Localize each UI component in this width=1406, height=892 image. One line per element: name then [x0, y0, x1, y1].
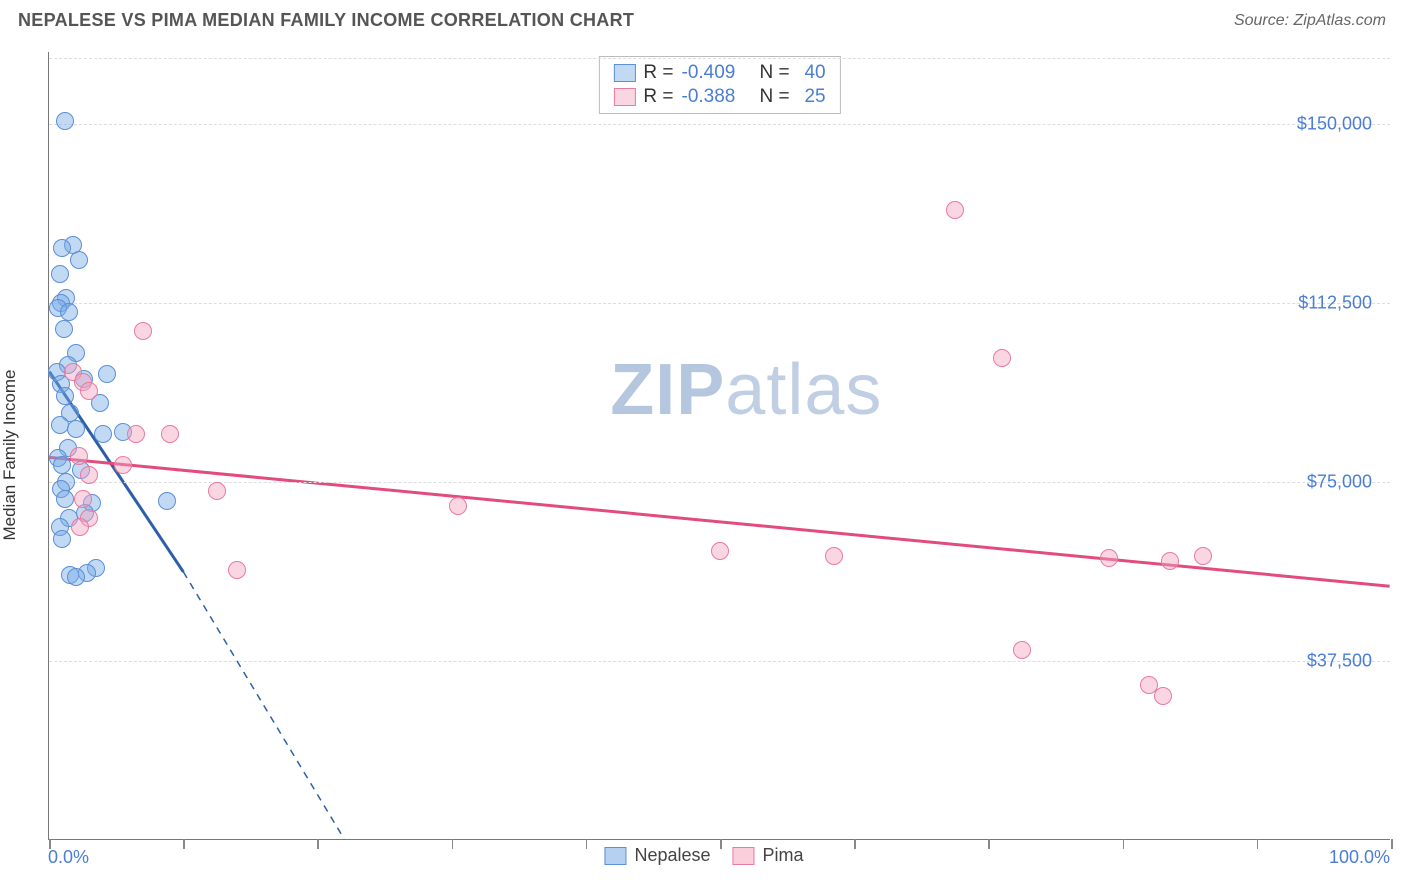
data-point — [946, 201, 964, 219]
y-tick-label: $112,500 — [1298, 292, 1372, 313]
watermark: ZIPatlas — [610, 349, 882, 431]
x-axis-min-label: 0.0% — [48, 847, 89, 868]
data-point — [56, 112, 74, 130]
x-tick — [854, 839, 856, 849]
x-axis-max-label: 100.0% — [1329, 847, 1390, 868]
data-point — [67, 420, 85, 438]
trend-lines — [49, 52, 1390, 839]
data-point — [1013, 641, 1031, 659]
r-label: R = — [643, 62, 673, 84]
r-value: -0.409 — [682, 62, 744, 84]
stats-legend: R = -0.409 N = 40 R = -0.388 N = 25 — [598, 56, 840, 114]
data-point — [228, 561, 246, 579]
gridline — [49, 303, 1390, 304]
data-point — [94, 425, 112, 443]
legend-item: Nepalese — [604, 845, 710, 866]
legend-swatch — [604, 847, 626, 865]
legend-swatch — [733, 847, 755, 865]
gridline — [49, 482, 1390, 483]
chart-source: Source: ZipAtlas.com — [1234, 12, 1386, 30]
n-label: N = — [760, 86, 790, 108]
data-point — [127, 425, 145, 443]
legend-swatch — [613, 64, 635, 82]
data-point — [80, 382, 98, 400]
gridline — [49, 58, 1390, 59]
data-point — [80, 466, 98, 484]
chart-title: NEPALESE VS PIMA MEDIAN FAMILY INCOME CO… — [18, 10, 634, 31]
data-point — [70, 251, 88, 269]
data-point — [1161, 552, 1179, 570]
x-tick — [452, 839, 454, 849]
x-tick — [988, 839, 990, 849]
data-point — [1100, 549, 1118, 567]
series-legend: Nepalese Pima — [604, 845, 803, 866]
data-point — [53, 530, 71, 548]
data-point — [70, 447, 88, 465]
chart-area: Median Family Income ZIPatlas R =-0.409N… — [18, 44, 1390, 866]
stats-row: R = -0.409 N = 40 — [599, 61, 839, 85]
data-point — [56, 387, 74, 405]
y-axis-label: Median Family Income — [0, 369, 20, 540]
data-point — [55, 320, 73, 338]
y-tick-label: $37,500 — [1307, 650, 1372, 671]
data-point — [67, 568, 85, 586]
legend-swatch — [613, 88, 635, 106]
data-point — [53, 239, 71, 257]
data-point — [51, 265, 69, 283]
gridline — [49, 124, 1390, 125]
x-tick — [183, 839, 185, 849]
legend-label: Nepalese — [634, 845, 710, 866]
x-tick — [586, 839, 588, 849]
data-point — [208, 482, 226, 500]
y-tick-label: $150,000 — [1297, 113, 1372, 134]
data-point — [1194, 547, 1212, 565]
legend-item: Pima — [733, 845, 804, 866]
data-point — [134, 322, 152, 340]
data-point — [60, 303, 78, 321]
data-point — [158, 492, 176, 510]
data-point — [161, 425, 179, 443]
x-tick — [317, 839, 319, 849]
x-tick — [1123, 839, 1125, 849]
x-tick — [1391, 839, 1393, 849]
y-tick-label: $75,000 — [1307, 471, 1372, 492]
data-point — [53, 456, 71, 474]
data-point — [449, 497, 467, 515]
data-point — [993, 349, 1011, 367]
data-point — [825, 547, 843, 565]
data-point — [1154, 687, 1172, 705]
data-point — [98, 365, 116, 383]
n-label: N = — [760, 62, 790, 84]
data-point — [711, 542, 729, 560]
r-label: R = — [643, 86, 673, 108]
gridline — [49, 661, 1390, 662]
stats-row: R = -0.388 N = 25 — [599, 85, 839, 109]
data-point — [71, 518, 89, 536]
data-point — [74, 490, 92, 508]
x-tick — [1257, 839, 1259, 849]
data-point — [56, 490, 74, 508]
n-value: 25 — [798, 86, 826, 108]
legend-label: Pima — [763, 845, 804, 866]
r-value: -0.388 — [682, 86, 744, 108]
n-value: 40 — [798, 62, 826, 84]
plot-region: ZIPatlas R = -0.409 N = 40 R = -0.388 N = 25 $3… — [48, 52, 1390, 840]
data-point — [114, 456, 132, 474]
